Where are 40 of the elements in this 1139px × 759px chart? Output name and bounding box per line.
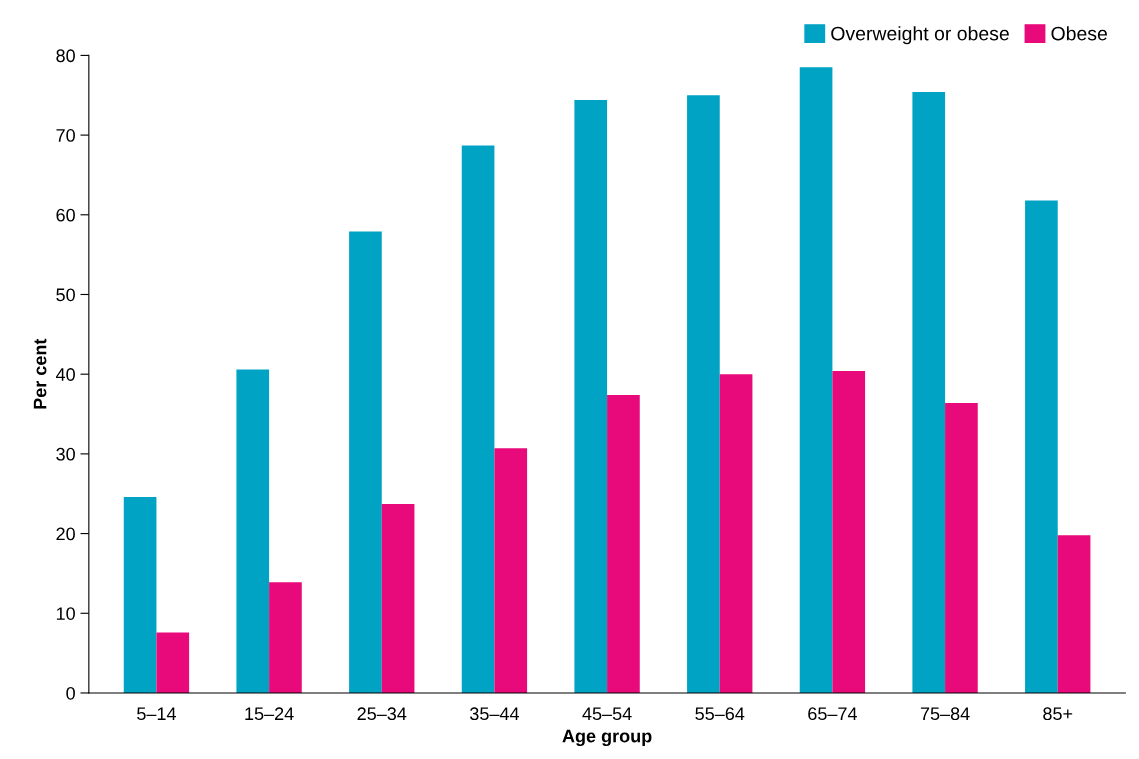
- x-tick-label: 15–24: [245, 707, 294, 721]
- legend-label: Overweight or obese: [831, 26, 1009, 45]
- x-tick-label: 75–84: [920, 707, 970, 721]
- y-tick-label: 30: [56, 447, 75, 461]
- bar: [607, 394, 640, 693]
- y-tick-label: 50: [56, 288, 75, 302]
- bar: [349, 231, 382, 693]
- x-tick-label: 55–64: [695, 707, 745, 721]
- bar: [574, 100, 608, 693]
- x-tick-label: 65–74: [808, 707, 857, 721]
- y-tick-label: 40: [55, 368, 75, 381]
- y-tick-label: 80: [56, 49, 75, 63]
- y-axis-title: Per cent: [33, 338, 47, 409]
- bar: [687, 95, 720, 693]
- y-tick-label: 60: [56, 208, 75, 222]
- x-tick-label: 5–14: [137, 707, 176, 721]
- bar: [945, 402, 978, 693]
- bar: [832, 371, 866, 693]
- bar: [912, 92, 946, 693]
- legend-label: Obese: [1051, 26, 1107, 41]
- x-tick-label: 25–34: [357, 707, 407, 721]
- y-tick-label: 10: [56, 607, 75, 620]
- bar: [381, 504, 415, 693]
- y-tick-label: 70: [56, 129, 75, 142]
- bar: [799, 67, 833, 693]
- bar: [269, 582, 302, 693]
- bar: [123, 496, 157, 693]
- x-tick-label: 35–44: [470, 707, 519, 721]
- bar: [1057, 535, 1091, 693]
- bar: [461, 145, 495, 693]
- x-axis-title: Age group: [562, 729, 652, 747]
- bar: [494, 448, 528, 693]
- bar: [236, 369, 270, 693]
- y-tick-label: 20: [56, 527, 75, 541]
- x-tick-label: 85+: [1043, 707, 1073, 721]
- y-tick-label: 0: [66, 686, 75, 700]
- x-tick-label: 45–54: [582, 707, 632, 721]
- bar: [1025, 200, 1058, 693]
- bar: [156, 632, 190, 693]
- bar: [719, 374, 753, 693]
